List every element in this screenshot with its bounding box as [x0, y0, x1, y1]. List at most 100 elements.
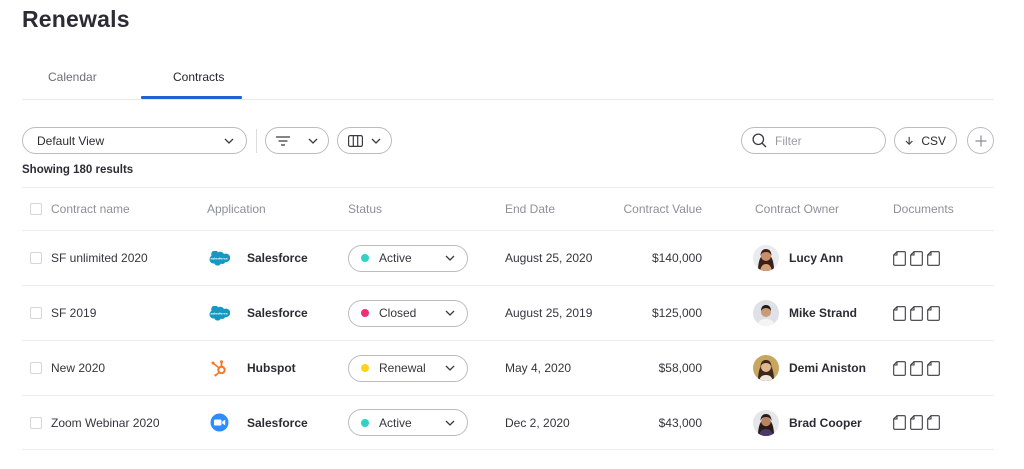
status-label: Renewal [379, 361, 426, 375]
avatar [753, 300, 779, 326]
status-dot [361, 309, 369, 317]
active-tab-indicator [141, 96, 242, 99]
columns-icon [348, 134, 363, 147]
document-icon[interactable] [910, 250, 923, 266]
status-select[interactable]: Renewal [348, 354, 468, 382]
contract-value: $58,000 [658, 361, 702, 375]
document-icon[interactable] [927, 305, 940, 321]
tab-contracts[interactable]: Contracts [173, 70, 225, 84]
row-checkbox[interactable] [30, 252, 42, 264]
owner-name[interactable]: Mike Strand [789, 306, 858, 320]
end-date: August 25, 2020 [505, 251, 593, 265]
avatar [753, 409, 779, 436]
chevron-down-icon [308, 138, 318, 144]
plus-icon [975, 135, 986, 146]
tab-calendar[interactable]: Calendar [48, 70, 97, 84]
toolbar-divider [256, 129, 257, 153]
end-date: May 4, 2020 [505, 361, 572, 375]
document-icon[interactable] [893, 415, 906, 430]
status-dot [361, 364, 369, 372]
status-label: Active [379, 251, 412, 265]
status-dot [361, 418, 369, 427]
search-input[interactable] [775, 133, 875, 148]
column-header-contract-name[interactable]: Contract name [51, 202, 130, 216]
contract-name[interactable]: SF 2019 [51, 306, 97, 320]
salesforce-icon: salesforce [207, 304, 231, 322]
column-header-documents[interactable]: Documents [893, 202, 954, 216]
hubspot-icon [207, 359, 231, 377]
table-row[interactable]: Zoom Webinar 2020 Salesforce Active Dec … [22, 395, 994, 450]
view-select-value: Default View [37, 133, 105, 148]
results-count: Showing 180 results [22, 164, 134, 176]
contract-name[interactable]: New 2020 [51, 361, 106, 375]
document-icon[interactable] [927, 250, 940, 266]
end-date: August 25, 2019 [505, 306, 593, 320]
view-select[interactable]: Default View [22, 127, 247, 154]
salesforce-icon: salesforce [207, 249, 231, 267]
document-icon[interactable] [893, 305, 906, 321]
application-name: Hubspot [247, 361, 296, 375]
document-icon[interactable] [927, 360, 940, 376]
download-arrow-icon [905, 136, 913, 145]
status-label: Active [379, 415, 412, 430]
table-row[interactable]: SF unlimited 2020 salesforce Salesforce … [22, 230, 994, 285]
row-checkbox[interactable] [30, 307, 42, 319]
document-icon[interactable] [893, 360, 906, 376]
contracts-table: Contract name Application Status End Dat… [22, 187, 994, 450]
chevron-down-icon [445, 255, 455, 261]
application-name: Salesforce [247, 306, 308, 320]
row-checkbox[interactable] [30, 362, 42, 374]
chevron-down-icon [371, 138, 381, 144]
contract-value: $140,000 [651, 251, 702, 265]
owner-name[interactable]: Demi Aniston [789, 361, 866, 375]
page-title: Renewals [22, 6, 130, 32]
avatar [753, 355, 779, 381]
document-icon[interactable] [893, 250, 906, 266]
csv-export-button[interactable]: CSV [894, 127, 957, 154]
zoom-icon [207, 413, 231, 432]
column-header-end-date[interactable]: End Date [505, 202, 556, 216]
avatar [753, 245, 779, 271]
columns-button[interactable] [337, 127, 392, 154]
column-header-contract-value[interactable]: Contract Value [623, 202, 703, 216]
column-header-status[interactable]: Status [348, 202, 383, 216]
svg-text:salesforce: salesforce [210, 311, 227, 315]
chevron-down-icon [445, 310, 455, 316]
contract-value: $43,000 [658, 415, 702, 430]
select-all-checkbox[interactable] [30, 203, 42, 215]
table-row[interactable]: SF 2019 salesforce Salesforce Closed Aug… [22, 285, 994, 340]
search-icon [752, 133, 767, 148]
end-date: Dec 2, 2020 [505, 415, 570, 430]
filter-button[interactable] [265, 127, 329, 154]
table-header: Contract name Application Status End Dat… [22, 187, 994, 230]
chevron-down-icon [224, 138, 234, 144]
tab-bar: Calendar Contracts [22, 62, 994, 100]
svg-text:salesforce: salesforce [210, 256, 227, 260]
status-dot [361, 254, 369, 262]
chevron-down-icon [445, 420, 455, 426]
owner-name[interactable]: Lucy Ann [789, 251, 844, 265]
table-row[interactable]: New 2020 Hubspot Renewal May 4, 2020 $58… [22, 340, 994, 395]
status-select[interactable]: Active [348, 409, 468, 436]
document-icon[interactable] [927, 415, 940, 430]
contract-name[interactable]: SF unlimited 2020 [51, 251, 148, 265]
chevron-down-icon [445, 365, 455, 371]
column-header-application[interactable]: Application [207, 202, 266, 216]
contract-value: $125,000 [651, 306, 702, 320]
column-header-contract-owner[interactable]: Contract Owner [755, 202, 840, 216]
filter-search[interactable] [741, 127, 886, 154]
status-select[interactable]: Closed [348, 299, 468, 327]
contract-name[interactable]: Zoom Webinar 2020 [51, 415, 160, 430]
status-label: Closed [379, 306, 417, 320]
application-name: Salesforce [247, 251, 308, 265]
filter-lines-icon [276, 135, 290, 146]
owner-name[interactable]: Brad Cooper [789, 415, 862, 430]
add-button[interactable] [967, 127, 994, 154]
csv-label: CSV [921, 133, 946, 148]
row-checkbox[interactable] [30, 416, 42, 429]
application-name: Salesforce [247, 415, 308, 430]
document-icon[interactable] [910, 360, 923, 376]
document-icon[interactable] [910, 305, 923, 321]
status-select[interactable]: Active [348, 244, 468, 272]
document-icon[interactable] [910, 415, 923, 430]
